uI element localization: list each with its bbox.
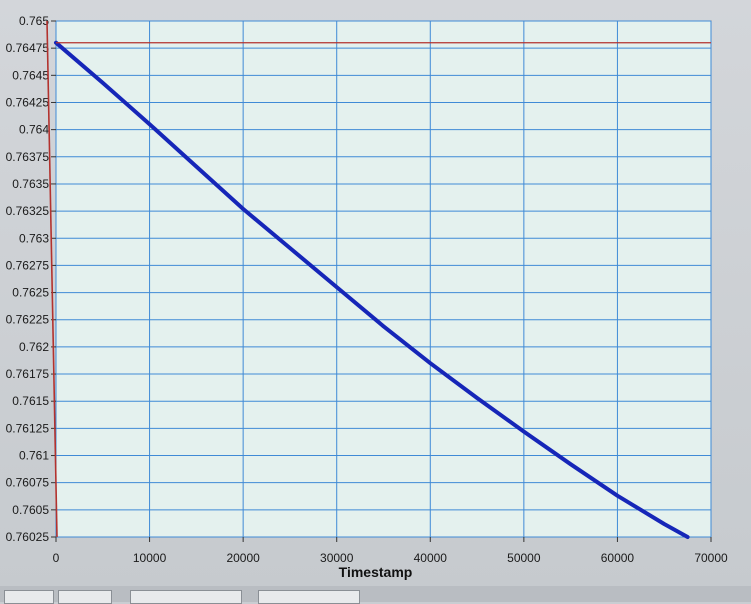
data-point [615,494,620,498]
x-tick-label: 70000 [694,551,728,565]
y-tick-label: 0.763 [19,231,49,245]
x-tick-label: 0 [53,551,60,565]
data-point [522,430,526,434]
y-tick-label: 0.765 [19,14,49,28]
x-tick-label: 60000 [601,551,635,565]
plot-area [55,20,712,538]
data-point [335,285,339,289]
y-tick-label: 0.76425 [6,95,50,109]
y-tick-label: 0.761 [19,449,49,463]
y-tick-label: 0.76325 [6,204,50,218]
x-axis-label: Timestamp [339,564,413,580]
data-point [686,535,690,539]
x-tick-label: 50000 [507,551,541,565]
y-tick-label: 0.764 [19,123,49,137]
data-point [569,462,573,466]
y-tick-label: 0.76175 [6,367,50,381]
x-tick-label: 10000 [133,551,167,565]
x-tick-label: 30000 [320,551,354,565]
y-tick-label: 0.7615 [12,394,49,408]
y-tick-label: 0.76475 [6,41,50,55]
x-axis: 0 10000 20000 30000 40000 50000 60000 70000 [53,537,728,565]
data-point [288,246,292,250]
data-point [475,396,479,400]
cursor-line-vertical[interactable] [46,20,58,538]
y-tick-label: 0.76375 [6,150,50,164]
data-point [428,361,432,365]
y-tick-label: 0.76025 [6,530,50,544]
x-tick-label: 40000 [414,551,448,565]
y-tick-label: 0.762 [19,340,49,354]
toolbar [0,586,751,602]
y-tick-label: 0.76275 [6,258,50,272]
data-point [662,522,666,526]
y-tick-label: 0.7645 [12,68,49,82]
y-tick-label: 0.7635 [12,177,49,191]
grid [55,20,712,538]
cursor-layer [46,20,711,538]
series-layer [54,40,690,539]
data-point [194,164,198,169]
data-point [241,207,245,211]
y-axis: 0.765 0.76475 0.7645 0.76425 0.764 0.76375 0.7… [6,14,56,544]
y-tick-label: 0.76225 [6,313,50,327]
y-tick-label: 0.76125 [6,421,50,435]
data-point [381,324,386,328]
data-point [101,81,105,85]
x-tick-label: 20000 [226,551,260,565]
y-tick-label: 0.76075 [6,476,50,490]
data-point [147,122,152,126]
y-tick-label: 0.7605 [12,503,49,517]
y-tick-label: 0.7625 [12,286,49,300]
